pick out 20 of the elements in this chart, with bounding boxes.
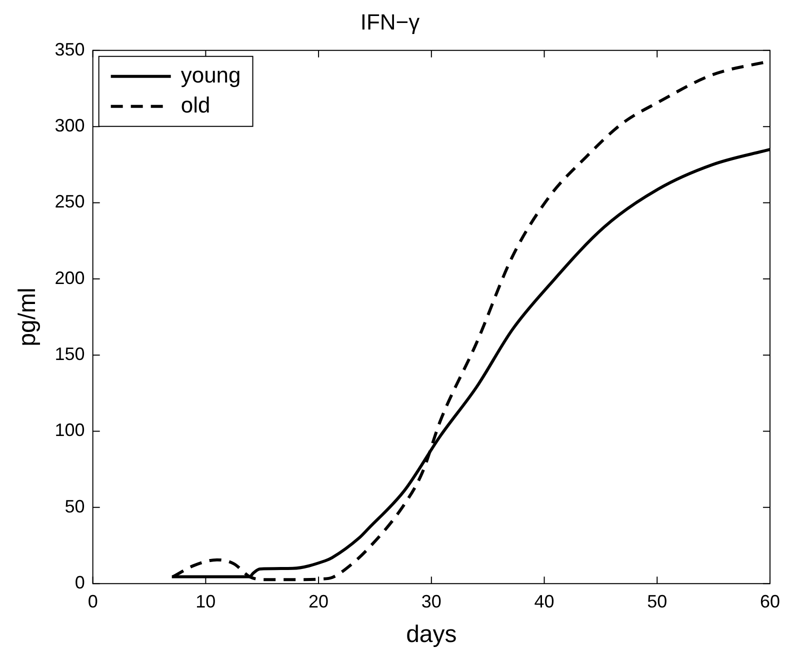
y-tick-label: 250: [54, 192, 85, 212]
x-tick-label: 60: [760, 591, 780, 612]
x-tick-label: 20: [308, 591, 329, 612]
y-tick-label: 150: [54, 344, 85, 364]
y-tick-label: 0: [74, 572, 85, 593]
x-tick-label: 50: [647, 591, 668, 612]
x-tick-label: 0: [88, 591, 98, 612]
legend-label: young: [180, 62, 241, 88]
y-tick-label: 200: [54, 268, 85, 288]
y-tick-label: 50: [64, 496, 85, 516]
x-tick-label: 10: [196, 591, 216, 612]
y-tick-label: 100: [54, 420, 85, 440]
y-tick-label: 300: [54, 116, 85, 136]
y-axis-title: pg/ml: [14, 288, 42, 346]
x-tick-label: 30: [421, 591, 442, 612]
chart-title: IFN−γ: [360, 9, 420, 34]
y-tick-label: 350: [54, 39, 85, 60]
legend-label: old: [180, 92, 210, 118]
x-axis-title: days: [406, 621, 457, 648]
x-tick-label: 40: [534, 591, 554, 612]
